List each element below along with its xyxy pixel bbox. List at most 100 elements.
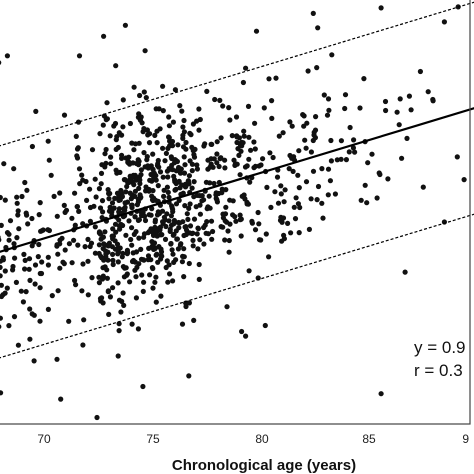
data-point [233, 218, 239, 224]
data-point [69, 215, 75, 221]
data-point [150, 285, 156, 291]
data-point [183, 224, 189, 230]
data-point [207, 205, 213, 211]
data-point [189, 230, 195, 237]
data-point [258, 162, 264, 168]
data-point [234, 134, 240, 140]
data-point [168, 241, 174, 247]
data-point [361, 76, 367, 82]
data-point [119, 298, 125, 304]
data-point [27, 277, 33, 283]
data-point [343, 157, 349, 163]
data-point [190, 121, 196, 127]
data-point [150, 232, 157, 238]
data-point [103, 146, 109, 153]
data-point [225, 228, 231, 234]
data-point [315, 183, 322, 190]
data-point [39, 228, 45, 234]
data-point [357, 105, 363, 111]
data-point [273, 75, 279, 81]
data-point [154, 140, 160, 146]
data-point [461, 177, 467, 183]
data-point [156, 106, 162, 112]
data-point [26, 266, 32, 272]
data-point [182, 203, 188, 209]
data-point [124, 271, 130, 277]
data-point [305, 68, 311, 74]
data-point [364, 200, 370, 206]
data-point [87, 186, 93, 192]
data-point [189, 185, 195, 191]
data-point [110, 261, 116, 268]
data-point [129, 225, 135, 231]
data-point [98, 170, 105, 176]
data-point [218, 135, 224, 141]
data-point [99, 276, 106, 282]
data-point [11, 314, 18, 320]
data-point [76, 208, 82, 214]
data-point [171, 221, 177, 227]
data-point [107, 133, 113, 139]
data-point [169, 247, 175, 253]
data-point [302, 137, 308, 143]
data-point [121, 206, 127, 212]
data-point [278, 191, 284, 197]
data-point [24, 187, 30, 193]
data-point [165, 279, 171, 285]
data-point [246, 268, 252, 274]
data-point [182, 162, 188, 168]
data-point [145, 230, 151, 236]
data-point [293, 195, 299, 201]
data-point [168, 213, 174, 219]
data-point [266, 76, 272, 82]
data-point [139, 272, 145, 278]
data-point [15, 342, 21, 348]
data-point [136, 185, 142, 191]
data-point [62, 247, 68, 253]
x-tick-label-75: 75 [146, 432, 160, 446]
data-point [396, 122, 402, 128]
data-point [166, 114, 172, 120]
data-point [177, 103, 183, 109]
data-point [152, 279, 158, 285]
data-point [15, 208, 21, 214]
data-point [104, 275, 110, 281]
data-point [92, 224, 98, 230]
data-point [96, 280, 102, 286]
data-point [296, 185, 302, 191]
data-point [262, 322, 268, 329]
data-point [266, 254, 272, 260]
data-point [197, 211, 203, 217]
data-point [338, 138, 344, 144]
data-point [279, 219, 285, 225]
data-point [243, 333, 249, 339]
data-point [276, 133, 282, 139]
data-point [164, 168, 170, 174]
data-point [142, 164, 148, 170]
data-point [274, 174, 281, 180]
data-point [45, 254, 51, 260]
data-point [160, 145, 166, 151]
data-point [45, 138, 51, 144]
data-point [297, 204, 303, 211]
data-point [214, 160, 220, 166]
data-point [119, 194, 125, 200]
data-point [181, 232, 187, 239]
data-point [222, 237, 228, 243]
data-point [185, 178, 191, 184]
data-point [0, 273, 3, 279]
data-point [187, 223, 194, 229]
data-point [46, 157, 52, 163]
data-point [408, 107, 414, 113]
data-point [74, 153, 80, 159]
data-point [311, 132, 317, 138]
data-point [308, 196, 314, 202]
data-point [172, 87, 178, 93]
data-point [37, 318, 43, 324]
data-point [22, 266, 28, 272]
data-point [358, 197, 364, 203]
data-point [103, 242, 109, 248]
data-point [132, 214, 138, 220]
data-point [133, 249, 140, 255]
